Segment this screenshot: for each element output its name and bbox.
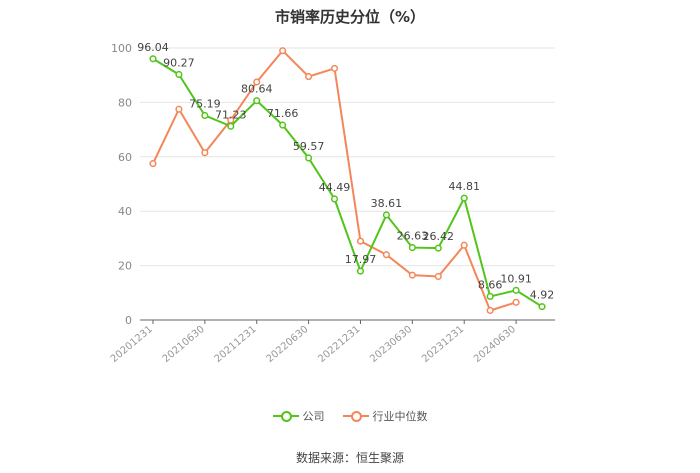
data-point-industry-median: [279, 47, 287, 55]
data-point-company: [227, 122, 235, 130]
data-label-company: 17.97: [345, 253, 377, 266]
source-note: 数据来源：恒生聚源: [295, 451, 404, 465]
x-tick-label: 20230630: [368, 324, 414, 365]
x-tick-label: 20240630: [472, 324, 518, 365]
y-tick-label: 100: [111, 42, 132, 55]
data-point-company: [279, 121, 287, 129]
y-tick-label: 20: [118, 260, 132, 273]
data-point-company: [356, 267, 365, 275]
x-tick-label: 20211231: [213, 324, 259, 365]
data-point-industry-median: [356, 237, 365, 245]
data-label-company: 8.66: [478, 278, 503, 291]
series-line-company: [152, 57, 543, 308]
y-tick-label: 60: [118, 151, 132, 164]
x-tick-label: 20221231: [316, 324, 362, 365]
data-label-company: 71.23: [215, 108, 247, 121]
data-point-company: [460, 194, 468, 202]
data-label-company: 96.04: [137, 41, 169, 54]
legend-swatch-industry-median: [342, 410, 369, 422]
data-label-company: 80.64: [241, 83, 273, 96]
data-label-company: 71.66: [267, 107, 299, 120]
data-point-industry-median: [382, 251, 390, 259]
y-tick-label: 80: [118, 96, 132, 109]
series-lines: [149, 47, 546, 315]
data-label-company: 10.91: [500, 272, 532, 285]
data-point-industry-median: [330, 64, 339, 72]
data-label-company: 90.27: [163, 56, 195, 69]
x-tick-label: 20231231: [420, 324, 466, 365]
data-point-industry-median: [149, 160, 157, 168]
data-point-company: [253, 97, 261, 105]
x-tick-label: 20201231: [109, 324, 155, 365]
data-point-company: [149, 55, 157, 63]
data-point-company: [330, 195, 339, 203]
data-point-company: [486, 292, 494, 300]
data-point-industry-median: [512, 298, 520, 306]
data-label-company: 44.49: [319, 181, 351, 194]
data-point-company: [512, 286, 520, 294]
data-point-company: [382, 211, 390, 219]
data-point-industry-median: [175, 105, 183, 113]
legend: 公司 行业中位数: [0, 408, 700, 424]
data-point-industry-median: [201, 149, 209, 157]
data-point-industry-median: [434, 272, 442, 281]
y-tick-label: 0: [125, 314, 132, 327]
data-label-company: 59.57: [293, 140, 325, 153]
x-tick-label: 20220630: [264, 324, 310, 365]
data-point-company: [538, 303, 546, 311]
data-point-company: [305, 154, 313, 162]
data-point-industry-median: [460, 241, 468, 249]
data-point-industry-median: [408, 271, 416, 279]
x-tick-label: 20210630: [161, 324, 207, 365]
data-point-company: [434, 244, 442, 252]
data-point-industry-median: [253, 78, 261, 86]
data-point-industry-median: [486, 306, 494, 315]
data-label-company: 44.81: [448, 180, 480, 193]
legend-swatch-company: [272, 410, 299, 422]
data-point-company: [201, 111, 209, 120]
legend-item-company[interactable]: 公司: [272, 408, 325, 424]
data-label-company: 38.61: [371, 197, 403, 210]
data-point-industry-median: [305, 73, 313, 81]
y-tick-label: 40: [118, 205, 132, 218]
legend-label-company: 公司: [302, 410, 325, 423]
legend-label-industry-median: 行业中位数: [372, 410, 428, 423]
data-point-company: [175, 70, 183, 79]
data-label-company: 75.19: [189, 97, 221, 110]
data-label-company: 26.42: [423, 230, 455, 243]
data-label-company: 26.63: [397, 230, 429, 243]
data-point-company: [408, 244, 416, 252]
legend-item-industry-median[interactable]: 行业中位数: [342, 408, 428, 424]
chart-title: 市销率历史分位（%）: [274, 8, 426, 26]
data-label-company: 4.92: [530, 289, 555, 302]
